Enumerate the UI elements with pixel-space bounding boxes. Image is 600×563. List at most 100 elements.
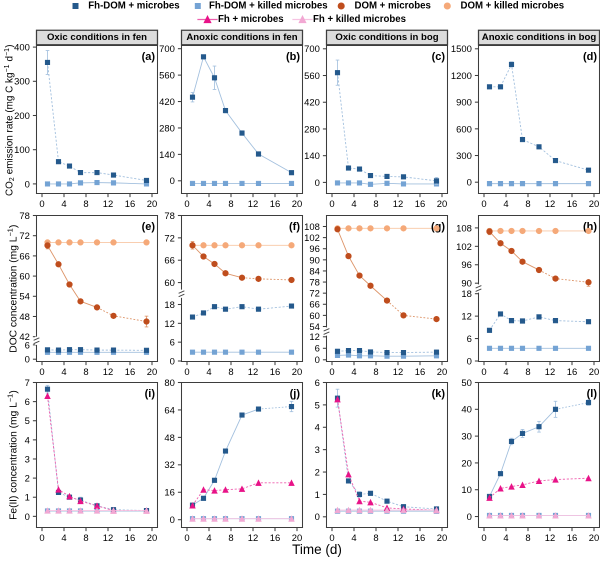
svg-text:Fh-DOM + killed microbes: Fh-DOM + killed microbes xyxy=(209,0,328,11)
svg-text:(f): (f) xyxy=(289,221,300,233)
svg-text:16: 16 xyxy=(164,488,175,499)
svg-text:3: 3 xyxy=(25,454,30,465)
svg-text:16: 16 xyxy=(270,199,281,210)
svg-text:12: 12 xyxy=(545,367,556,378)
svg-text:60: 60 xyxy=(19,272,29,283)
svg-text:0: 0 xyxy=(329,367,334,378)
svg-text:700: 700 xyxy=(304,44,320,55)
svg-text:D O C c: D O C c o n c e n t r a t i o n ( m g L … xyxy=(0,218,21,352)
svg-text:12: 12 xyxy=(103,367,113,378)
svg-text:4: 4 xyxy=(351,533,356,544)
svg-text:54: 54 xyxy=(309,322,320,333)
svg-text:1: 1 xyxy=(25,493,30,504)
svg-text:(b): (b) xyxy=(286,51,300,63)
svg-text:100: 100 xyxy=(14,145,30,156)
svg-text:Oxic conditions in bog: Oxic conditions in bog xyxy=(335,32,438,43)
svg-text:50: 50 xyxy=(461,378,472,389)
svg-text:0: 0 xyxy=(467,356,472,367)
svg-text:0: 0 xyxy=(467,512,472,523)
svg-text:64: 64 xyxy=(164,405,175,416)
svg-text:20: 20 xyxy=(589,199,600,210)
svg-text:6: 6 xyxy=(315,378,320,389)
svg-text:16: 16 xyxy=(270,367,281,378)
svg-text:16: 16 xyxy=(415,199,426,210)
svg-text:84: 84 xyxy=(309,266,320,277)
svg-text:4: 4 xyxy=(206,367,211,378)
svg-text:12: 12 xyxy=(393,533,404,544)
svg-text:0: 0 xyxy=(329,199,334,210)
svg-text:8: 8 xyxy=(373,199,378,210)
svg-text:6: 6 xyxy=(170,338,175,349)
svg-text:5: 5 xyxy=(25,416,30,427)
svg-text:(j): (j) xyxy=(290,388,301,400)
svg-text:20: 20 xyxy=(147,199,158,210)
svg-text:DOM + microbes: DOM + microbes xyxy=(355,0,431,11)
svg-text:16: 16 xyxy=(415,367,426,378)
svg-text:4: 4 xyxy=(351,199,356,210)
svg-text:20: 20 xyxy=(292,533,303,544)
svg-text:0: 0 xyxy=(481,533,486,544)
svg-text:0: 0 xyxy=(25,512,30,523)
svg-text:66: 66 xyxy=(164,256,175,267)
svg-text:0: 0 xyxy=(39,199,44,210)
svg-text:280: 280 xyxy=(159,123,175,134)
svg-text:4: 4 xyxy=(61,367,66,378)
svg-text:(i): (i) xyxy=(145,388,156,400)
svg-text:0: 0 xyxy=(25,355,30,366)
svg-text:20: 20 xyxy=(147,533,158,544)
svg-text:108: 108 xyxy=(456,223,472,234)
svg-text:0: 0 xyxy=(39,367,44,378)
svg-text:102: 102 xyxy=(456,242,472,253)
svg-text:16: 16 xyxy=(125,533,135,544)
svg-text:0: 0 xyxy=(184,199,189,210)
svg-text:16: 16 xyxy=(270,533,281,544)
svg-text:20: 20 xyxy=(437,367,448,378)
svg-text:0: 0 xyxy=(39,533,44,544)
svg-text:32: 32 xyxy=(164,460,175,471)
svg-text:1500: 1500 xyxy=(451,44,472,55)
svg-text:8: 8 xyxy=(83,533,88,544)
svg-text:5: 5 xyxy=(315,400,320,411)
svg-text:12: 12 xyxy=(248,367,259,378)
svg-text:16: 16 xyxy=(415,533,426,544)
svg-text:0: 0 xyxy=(315,355,320,366)
svg-text:F e ( I I: F e ( I I ) c o n c e n t r a t i o n ( … xyxy=(0,384,21,520)
svg-text:12: 12 xyxy=(103,199,113,210)
svg-text:(e): (e) xyxy=(142,221,156,233)
svg-text:108: 108 xyxy=(304,222,320,233)
svg-text:600: 600 xyxy=(456,124,472,135)
svg-text:18: 18 xyxy=(461,289,472,300)
svg-text:0: 0 xyxy=(170,515,175,526)
svg-text:0: 0 xyxy=(329,533,334,544)
svg-text:Fh-DOM + microbes: Fh-DOM + microbes xyxy=(88,0,179,11)
svg-text:16: 16 xyxy=(567,533,578,544)
svg-text:12: 12 xyxy=(103,533,113,544)
svg-text:4: 4 xyxy=(315,423,320,434)
svg-text:0: 0 xyxy=(170,176,175,187)
svg-text:4: 4 xyxy=(503,367,508,378)
svg-text:42: 42 xyxy=(19,332,29,343)
svg-text:12: 12 xyxy=(461,312,472,323)
svg-text:0: 0 xyxy=(481,367,486,378)
svg-text:4: 4 xyxy=(206,199,211,210)
svg-text:90: 90 xyxy=(461,279,472,290)
svg-text:8: 8 xyxy=(228,367,233,378)
svg-text:4: 4 xyxy=(61,199,66,210)
svg-text:4: 4 xyxy=(351,367,356,378)
svg-text:DOM + killed microbes: DOM + killed microbes xyxy=(461,0,565,11)
svg-text:Anoxic conditions in fen: Anoxic conditions in fen xyxy=(186,32,297,43)
svg-text:560: 560 xyxy=(304,71,320,82)
svg-text:12: 12 xyxy=(393,367,404,378)
svg-text:16: 16 xyxy=(125,367,135,378)
svg-text:0: 0 xyxy=(481,199,486,210)
svg-text:4: 4 xyxy=(206,533,211,544)
svg-text:8: 8 xyxy=(525,367,530,378)
svg-text:Anoxic conditions in bog: Anoxic conditions in bog xyxy=(482,32,597,43)
svg-text:2: 2 xyxy=(25,474,30,485)
svg-text:40: 40 xyxy=(461,405,472,416)
svg-text:48: 48 xyxy=(19,312,29,323)
svg-text:C O e m: C O e m i s s i o n r a t e ( m g C k g … xyxy=(0,38,19,196)
svg-text:300: 300 xyxy=(14,77,30,88)
svg-text:8: 8 xyxy=(525,533,530,544)
svg-text:280: 280 xyxy=(304,124,320,135)
